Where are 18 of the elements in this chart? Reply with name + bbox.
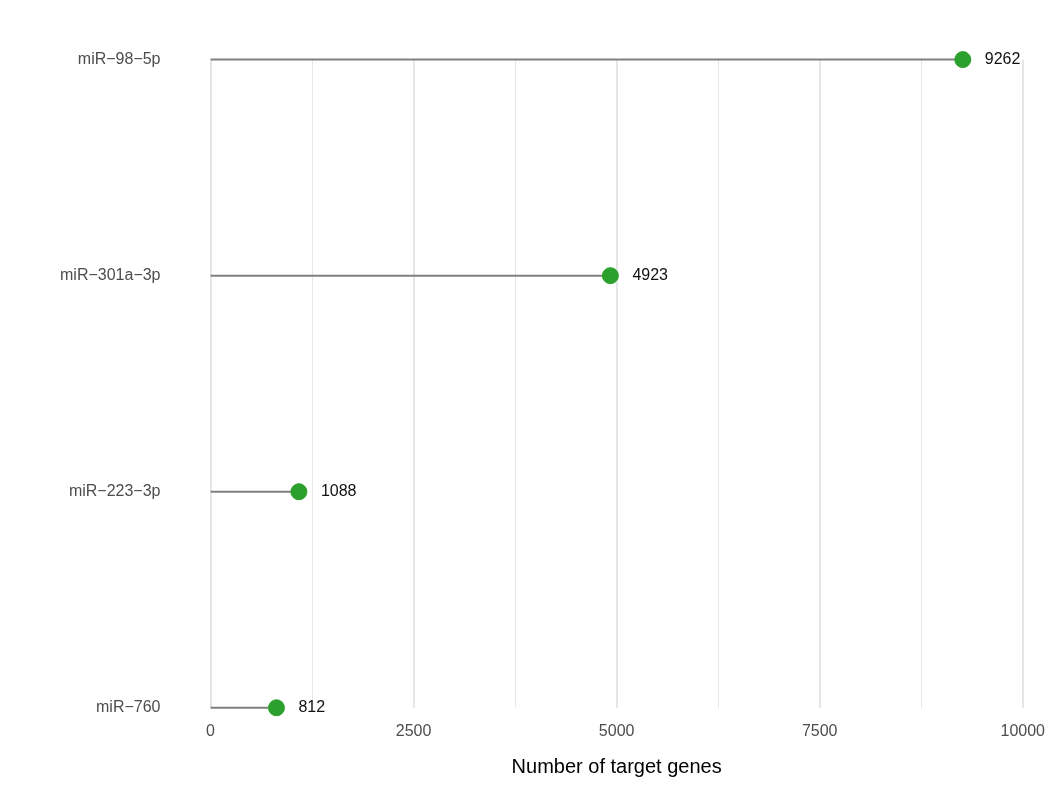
data-label: 1088	[320, 482, 357, 500]
x-tick-label: 7500	[801, 721, 838, 739]
y-tick-label: miR−760	[96, 698, 161, 716]
point	[267, 699, 285, 717]
y-tick-label: miR−223−3p	[68, 482, 161, 500]
x-axis-title: Number of target genes	[511, 754, 722, 777]
point	[954, 51, 972, 69]
data-label: 9262	[984, 50, 1021, 68]
x-tick-label: 5000	[598, 721, 635, 739]
x-tick-label: 10000	[1000, 721, 1046, 739]
x-tick-label: 2500	[395, 721, 432, 739]
y-tick-label: miR−98−5p	[77, 50, 161, 68]
x-tick-label: 0	[206, 721, 216, 739]
y-tick-label: miR−301a−3p	[60, 266, 161, 284]
data-label: 812	[298, 698, 326, 716]
point	[601, 267, 619, 285]
data-label: 4923	[632, 266, 669, 284]
point	[290, 483, 308, 501]
